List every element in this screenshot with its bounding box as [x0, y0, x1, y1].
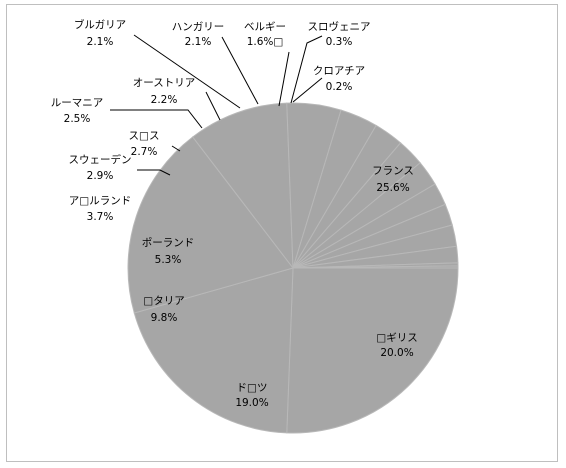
leader-line-8 [171, 145, 181, 152]
slice-label-11: ブルガリア [74, 18, 126, 31]
leader-line-10 [205, 91, 221, 121]
slice-percent-12: 2.1% [185, 36, 212, 48]
pie-slices [127, 102, 459, 434]
pie-slice-2 [133, 267, 294, 434]
slice-percent-8: 2.7% [131, 146, 158, 158]
slice-label-1: フランス [372, 165, 414, 177]
slice-label-12: ハンガリー [172, 21, 225, 33]
slice-label-2: □ギリス [376, 332, 417, 344]
slice-percent-2: 20.0% [380, 347, 413, 359]
leader-line-11 [133, 34, 241, 109]
slice-percent-9: 2.5% [64, 113, 91, 125]
slice-percent-11: 2.1% [87, 36, 114, 48]
pie-slice-15 [292, 265, 459, 269]
slice-percent-10: 2.2% [151, 94, 178, 106]
leader-line-15 [292, 77, 323, 103]
pie-slice-4 [191, 102, 294, 270]
leader-line-9 [110, 109, 203, 129]
leader-line-13 [278, 51, 290, 107]
slice-label-9: ルーマニア [51, 97, 104, 109]
slice-label-5: ポーランド [142, 237, 195, 249]
slice-label-4: □タリア [143, 295, 184, 307]
slice-percent-1: 25.6% [376, 182, 409, 194]
slice-label-7: スウェーデン [69, 153, 132, 166]
slice-label-15: クロアチア [313, 65, 365, 77]
slice-percent-5: 5.3% [155, 254, 182, 266]
slice-label-13: ベルギー [244, 21, 286, 33]
leader-line-7 [137, 169, 171, 176]
slice-percent-3: 19.0% [235, 397, 268, 409]
slice-percent-6: 3.7% [87, 211, 114, 223]
pie-slice-1 [286, 267, 459, 434]
leader-lines [110, 34, 323, 176]
slice-percent-14: 0.3% [326, 36, 353, 48]
slice-label-3: ド□ツ [237, 382, 268, 394]
slice-label-8: ス□ス [129, 130, 160, 142]
leader-line-14 [290, 35, 323, 104]
slice-label-6: ア□ルランド [69, 195, 131, 207]
slice-percent-4: 9.8% [151, 312, 178, 324]
slice-labels: フランス 25.6% □ギリス 20.0% ド□ツ 19.0% □タリア 9.8% ポーランド 5… [51, 18, 418, 409]
slice-label-10: オーストリア [133, 77, 195, 89]
slice-label-14: スロヴェニア [308, 20, 371, 33]
leader-line-12 [221, 36, 259, 105]
slice-percent-15: 0.2% [326, 81, 353, 93]
slice-percent-7: 2.9% [87, 170, 114, 182]
slice-percent-13: 1.6%□ [247, 36, 284, 48]
